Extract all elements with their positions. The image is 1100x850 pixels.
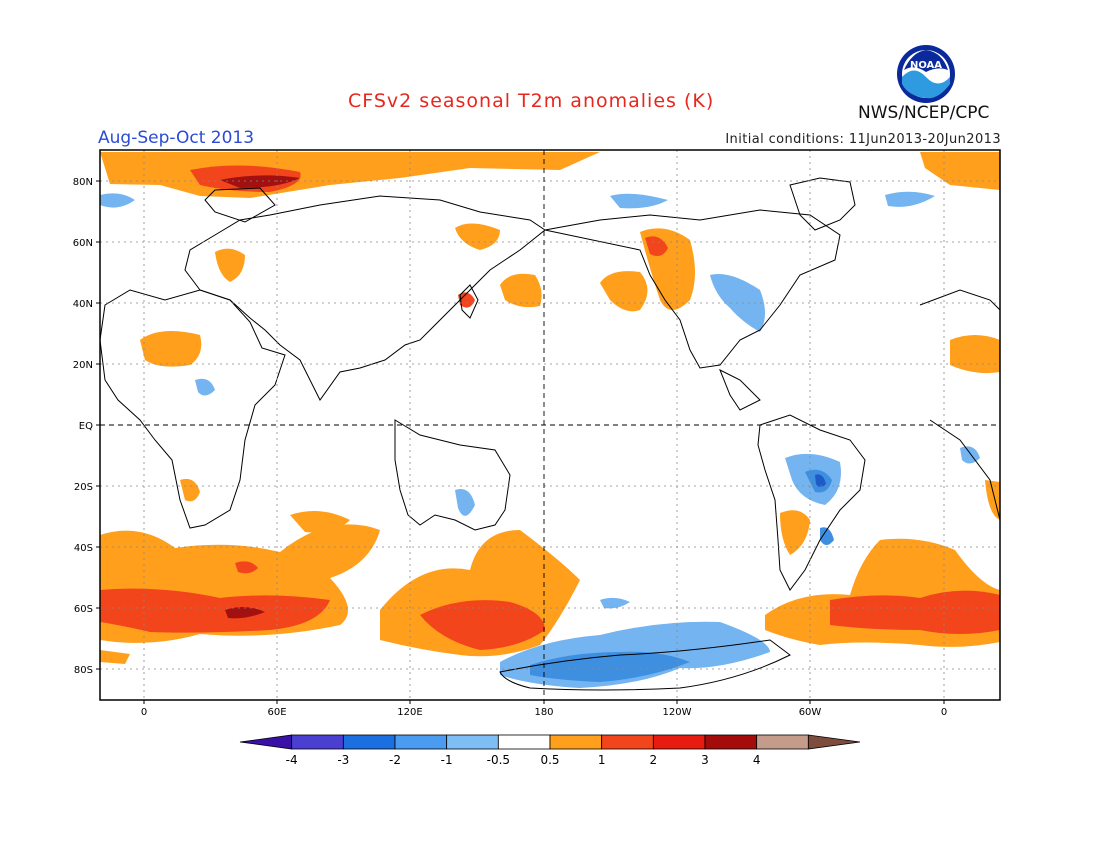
colorbar-label: -4 (286, 753, 298, 767)
colorbar-swatch (394, 734, 448, 750)
lat-label-80n: 80N (73, 177, 93, 188)
lat-label-80s: 80S (74, 665, 93, 676)
colorbar-swatch (756, 734, 809, 750)
colorbar-swatch (497, 734, 551, 750)
colorbar-swatch (601, 734, 654, 750)
colorbar-swatch (549, 734, 603, 750)
lon-label-60e: 60E (267, 707, 286, 718)
lat-label-20s: 20S (74, 482, 93, 493)
axis-ticks (96, 180, 945, 704)
lon-label-180: 180 (534, 707, 553, 718)
initial-conditions-label: Initial conditions: 11Jun2013-20Jun2013 (725, 132, 1001, 147)
colorbar-label: -2 (389, 753, 401, 767)
colorbar-segments (239, 734, 861, 750)
chart-title: CFSv2 seasonal T2m anomalies (K) (348, 90, 715, 112)
lon-label-120w: 120W (663, 707, 692, 718)
colorbar-label: 3 (701, 753, 709, 767)
lat-label-40n: 40N (73, 299, 93, 310)
colorbar-labels: -4 -3 -2 -1 -0.5 0.5 1 2 3 4 (286, 753, 761, 767)
noaa-logo: NOAA (897, 45, 955, 103)
colorbar-swatch (807, 734, 861, 750)
lon-label-0: 0 (141, 707, 147, 718)
lon-label-0-right: 0 (941, 707, 947, 718)
colorbar-swatch (239, 734, 293, 750)
colorbar-label: -3 (337, 753, 349, 767)
lat-label-60s: 60S (74, 604, 93, 615)
lat-label-eq: EQ (79, 421, 93, 432)
season-label: Aug-Sep-Oct 2013 (98, 128, 255, 148)
lat-label-40s: 40S (74, 543, 93, 554)
lon-label-60w: 60W (799, 707, 822, 718)
colorbar-label: -0.5 (487, 753, 510, 767)
logo-text: NOAA (910, 60, 942, 71)
colorbar-swatch (446, 734, 499, 750)
colorbar-swatch (652, 734, 706, 750)
map-fields (100, 150, 1000, 700)
strongest-cool-anomaly-regions (815, 474, 826, 487)
map-reference-lines (100, 150, 1000, 700)
colorbar-swatch (342, 734, 396, 750)
agency-label: NWS/NCEP/CPC (858, 103, 990, 123)
colorbar-label: 2 (650, 753, 658, 767)
colorbar-label: 0.5 (540, 753, 559, 767)
map-gridlines (100, 150, 1000, 700)
colorbar-label: -1 (441, 753, 453, 767)
colorbar-swatch (291, 734, 344, 750)
lat-label-20n: 20N (73, 360, 93, 371)
lon-label-120e: 120E (397, 707, 422, 718)
strongest-warm-anomaly-regions (220, 175, 300, 619)
colorbar-swatch (704, 734, 758, 750)
colorbar-label: 1 (598, 753, 606, 767)
colorbar-label: 4 (753, 753, 761, 767)
strong-cool-anomaly-regions (530, 469, 834, 682)
lat-label-60n: 60N (73, 238, 93, 249)
coastlines (100, 177, 1000, 691)
